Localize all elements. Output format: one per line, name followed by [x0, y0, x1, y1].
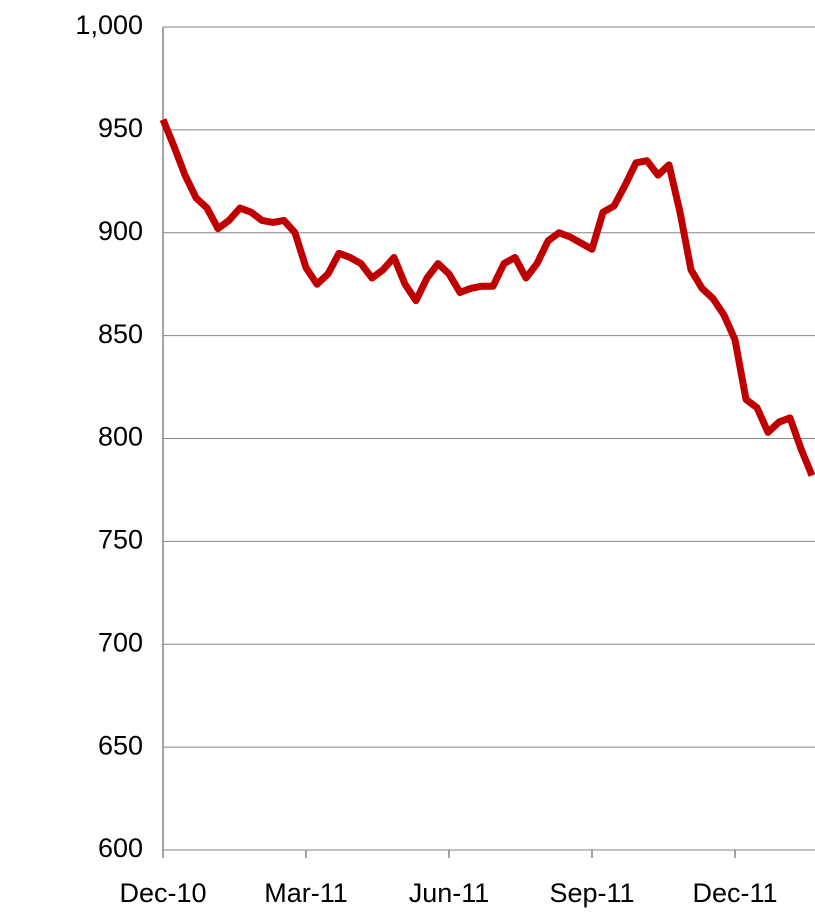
- y-tick-label: 600: [98, 833, 143, 863]
- x-tick-label: Dec-11: [692, 878, 777, 908]
- x-tick-label: Sep-11: [549, 878, 634, 908]
- x-tick-label: Mar-11: [264, 878, 348, 908]
- line-series: [159, 118, 815, 477]
- y-tick-label: 750: [98, 525, 143, 555]
- y-tick-label: 950: [98, 113, 143, 143]
- y-tick-label: 650: [98, 730, 143, 760]
- x-tick-label: Jun-11: [409, 878, 490, 908]
- y-tick-label: 800: [98, 422, 143, 452]
- y-tick-label: 700: [98, 627, 143, 657]
- x-tick-label: Dec-10: [119, 878, 206, 908]
- y-tick-label: 900: [98, 216, 143, 246]
- y-tick-label: 850: [98, 319, 143, 349]
- y-tick-label: 1,000: [75, 10, 143, 40]
